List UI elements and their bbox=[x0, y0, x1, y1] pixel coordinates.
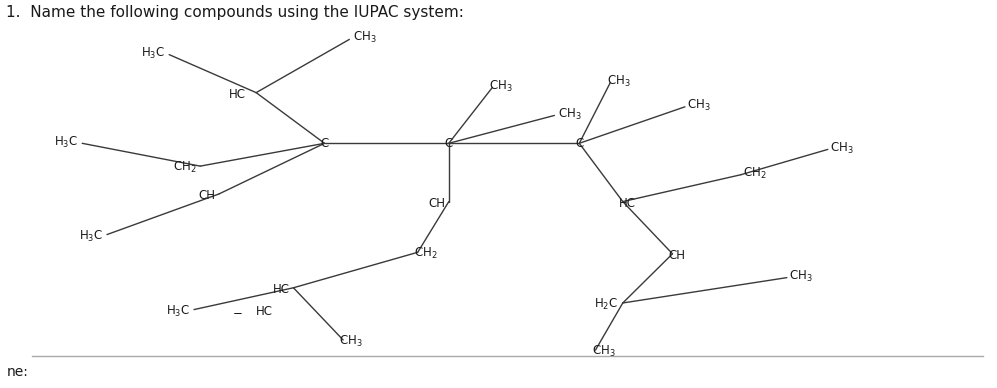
Text: HC: HC bbox=[619, 197, 636, 210]
Text: H$_3$C: H$_3$C bbox=[79, 229, 104, 244]
Text: C: C bbox=[575, 137, 583, 150]
Text: CH$_3$: CH$_3$ bbox=[558, 107, 582, 122]
Text: CH$_3$: CH$_3$ bbox=[687, 98, 711, 113]
Text: CH$_2$: CH$_2$ bbox=[172, 160, 196, 175]
Text: CH: CH bbox=[198, 189, 215, 202]
Text: CH$_3$: CH$_3$ bbox=[591, 344, 615, 359]
Text: CH$_3$: CH$_3$ bbox=[353, 30, 377, 45]
Text: $-$: $-$ bbox=[232, 305, 243, 318]
Text: C: C bbox=[320, 137, 329, 150]
Text: CH$_3$: CH$_3$ bbox=[831, 141, 854, 156]
Text: CH: CH bbox=[669, 249, 686, 262]
Text: H$_3$C: H$_3$C bbox=[55, 135, 79, 150]
Text: CH$_3$: CH$_3$ bbox=[790, 269, 813, 284]
Text: CH$_2$: CH$_2$ bbox=[744, 166, 767, 181]
Text: 1.  Name the following compounds using the IUPAC system:: 1. Name the following compounds using th… bbox=[6, 5, 465, 20]
Text: CH: CH bbox=[428, 197, 445, 210]
Text: C: C bbox=[445, 137, 453, 150]
Text: H$_3$C: H$_3$C bbox=[166, 303, 190, 319]
Text: HC: HC bbox=[256, 305, 273, 318]
Text: CH$_3$: CH$_3$ bbox=[489, 78, 512, 94]
Text: H$_3$C: H$_3$C bbox=[142, 45, 166, 61]
Text: HC: HC bbox=[229, 88, 246, 100]
Text: CH$_2$: CH$_2$ bbox=[414, 246, 438, 262]
Text: H$_2$C: H$_2$C bbox=[593, 297, 618, 312]
Text: CH$_3$: CH$_3$ bbox=[606, 74, 630, 89]
Text: CH$_3$: CH$_3$ bbox=[339, 333, 363, 348]
Text: ne:: ne: bbox=[6, 365, 28, 379]
Text: HC: HC bbox=[273, 283, 290, 296]
